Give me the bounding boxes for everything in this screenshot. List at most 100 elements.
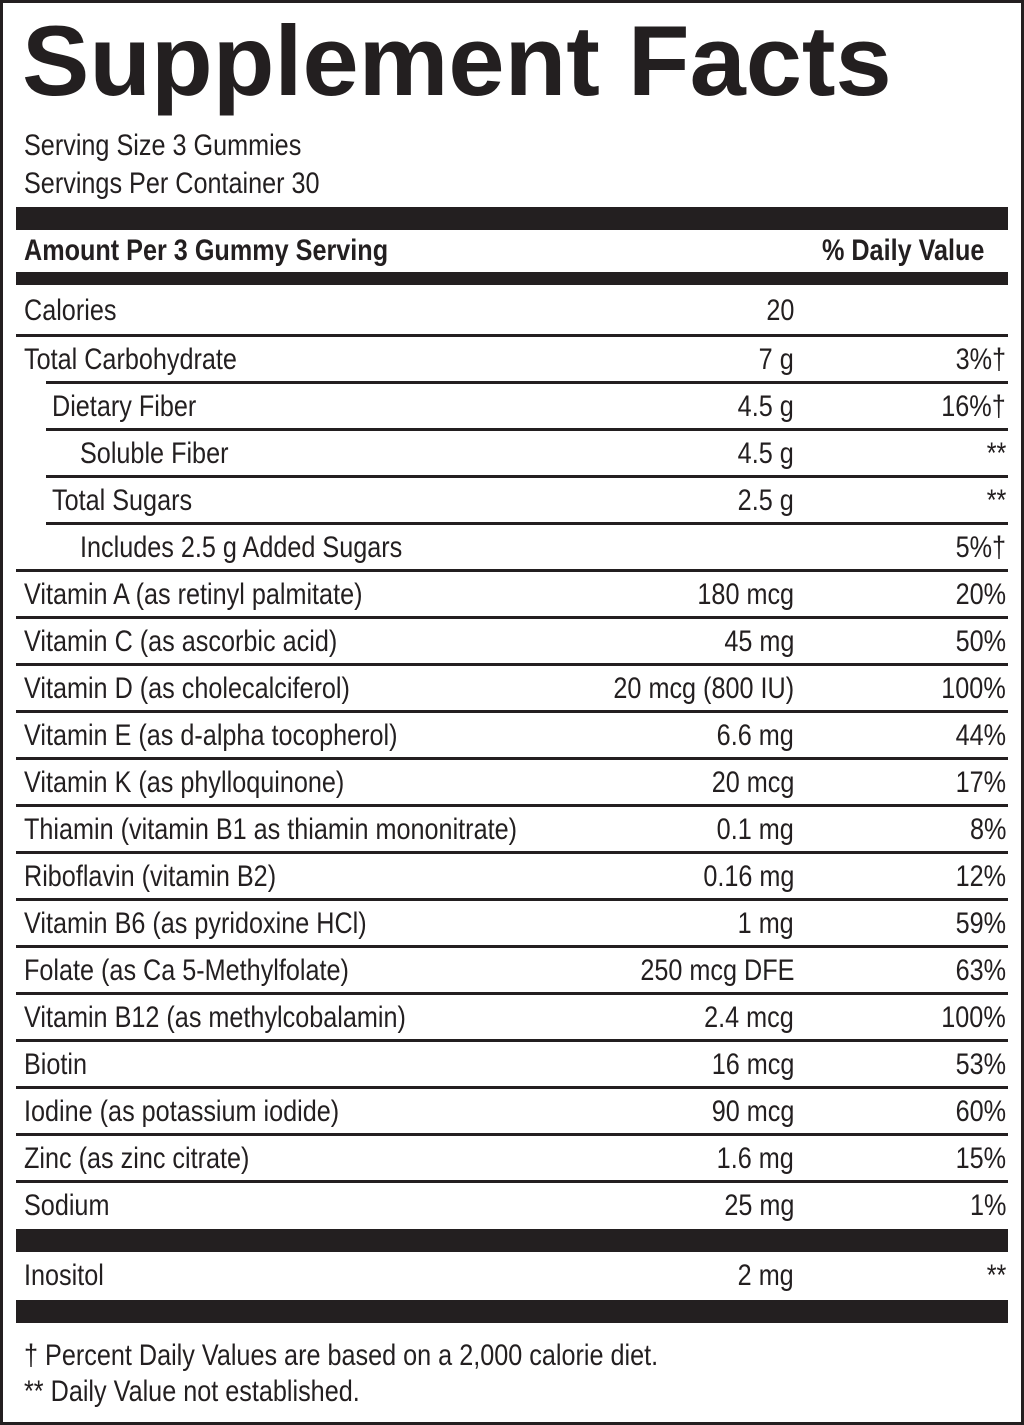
nutrient-daily-value-text: **: [986, 483, 1006, 517]
row-divider: [16, 804, 1008, 807]
nutrient-daily-value-text: 3%†: [955, 342, 1006, 376]
nutrient-daily-value-text: 15%: [955, 1141, 1006, 1175]
nutrient-daily-value-text: 12%: [955, 859, 1006, 893]
nutrient-daily-value-text: 100%: [941, 671, 1006, 705]
row-divider: [16, 1039, 1008, 1042]
footnote-not-established: ** Daily Value not established.: [24, 1374, 424, 1415]
row-divider: [46, 522, 1008, 525]
table-row: Dietary Fiber 4.5 g 16%†: [16, 383, 1008, 431]
nutrient-daily-value: 17%: [946, 759, 1006, 806]
nutrient-name-text: Riboflavin (vitamin B2): [24, 859, 277, 893]
nutrient-name-text: Iodine (as potassium iodide): [24, 1094, 340, 1128]
nutrient-name: Dietary Fiber: [52, 383, 224, 430]
nutrient-amount: 4.5 g: [727, 383, 794, 430]
nutrient-amount: 1 mg: [727, 900, 794, 947]
nutrient-daily-value-text: 1%: [969, 1188, 1006, 1222]
row-divider: [16, 945, 1008, 948]
nutrient-daily-value: 15%: [946, 1135, 1006, 1182]
nutrient-name: Riboflavin (vitamin B2): [24, 853, 324, 900]
nutrient-name: Vitamin E (as d-alpha tocopherol): [24, 712, 469, 759]
footnote-text: † Percent Daily Values are based on a 2,…: [24, 1339, 659, 1372]
nutrient-daily-value: **: [983, 430, 1006, 477]
nutrient-daily-value: 50%: [946, 618, 1006, 665]
nutrient-name-text: Vitamin B6 (as pyridoxine HCl): [24, 906, 367, 940]
nutrient-amount-text: 16 mcg: [711, 1047, 794, 1081]
nutrient-name-text: Total Carbohydrate: [24, 342, 237, 376]
row-divider: [16, 1086, 1008, 1089]
nutrient-name-text: Calories: [24, 293, 117, 327]
nutrient-name-text: Vitamin E (as d-alpha tocopherol): [24, 718, 398, 752]
nutrient-name: Calories: [24, 285, 134, 336]
nutrient-daily-value: 53%: [946, 1041, 1006, 1088]
nutrient-daily-value: **: [983, 1252, 1006, 1299]
table-row: Thiamin (vitamin B1 as thiamin mononitra…: [16, 806, 1008, 854]
table-row: Calories 20: [16, 285, 1008, 337]
table-row: Vitamin B6 (as pyridoxine HCl) 1 mg 59%: [16, 900, 1008, 948]
nutrient-daily-value-text: 20%: [955, 577, 1006, 611]
nutrient-daily-value: **: [983, 477, 1006, 524]
row-divider: [16, 569, 1008, 572]
table-row: Soluble Fiber 4.5 g **: [16, 430, 1008, 478]
nutrient-amount-text: 7 g: [758, 342, 794, 376]
table-row: Sodium 25 mg 1%: [16, 1182, 1008, 1229]
nutrient-amount-text: 20 mcg: [711, 765, 794, 799]
table-row: Folate (as Ca 5-Methylfolate) 250 mcg DFE…: [16, 947, 1008, 995]
table-row: Biotin 16 mcg 53%: [16, 1041, 1008, 1089]
row-divider: [16, 334, 1008, 337]
nutrient-name: Biotin: [24, 1041, 99, 1088]
serving-size: Serving Size 3 Gummies: [24, 128, 354, 169]
nutrient-name: Vitamin D (as cholecalciferol): [24, 665, 412, 712]
nutrient-name-text: Vitamin A (as retinyl palmitate): [24, 577, 363, 611]
nutrient-name: Total Sugars: [52, 477, 219, 524]
nutrient-name: Vitamin C (as ascorbic acid): [24, 618, 397, 665]
row-divider: [16, 992, 1008, 995]
row-divider: [16, 1180, 1008, 1183]
daily-value-header-text: % Daily Value: [821, 234, 984, 267]
table-row: Riboflavin (vitamin B2) 0.16 mg 12%: [16, 853, 1008, 901]
nutrient-name-text: Zinc (as zinc citrate): [24, 1141, 250, 1175]
nutrient-amount: 0.16 mg: [686, 853, 794, 900]
nutrient-daily-value: 12%: [946, 853, 1006, 900]
table-row: Vitamin D (as cholecalciferol) 20 mcg (80…: [16, 665, 1008, 713]
servings-per-container-text: Servings Per Container 30: [24, 167, 320, 200]
row-divider: [16, 663, 1008, 666]
nutrient-daily-value: 20%: [946, 571, 1006, 618]
footnote-text: ** Daily Value not established.: [24, 1375, 360, 1408]
nutrient-amount-text: 4.5 g: [737, 436, 794, 470]
nutrient-name-text: Vitamin D (as cholecalciferol): [24, 671, 350, 705]
nutrient-name: Zinc (as zinc citrate): [24, 1135, 292, 1182]
nutrient-name-text: Vitamin C (as ascorbic acid): [24, 624, 338, 658]
nutrient-daily-value-text: 44%: [955, 718, 1006, 752]
nutrient-amount: 20: [761, 285, 794, 336]
nutrient-name-text: Soluble Fiber: [80, 436, 229, 470]
nutrient-amount-text: 45 mg: [723, 624, 794, 658]
nutrient-amount-text: 250 mcg DFE: [639, 953, 794, 987]
nutrient-amount-text: 20: [765, 293, 794, 327]
nutrient-amount: 16 mcg: [696, 1041, 794, 1088]
nutrient-amount-text: 20 mcg (800 IU): [613, 671, 794, 705]
nutrient-daily-value: 60%: [946, 1088, 1006, 1135]
nutrient-amount-text: 2.4 mcg: [704, 1000, 794, 1034]
nutrient-daily-value-text: 50%: [955, 624, 1006, 658]
row-divider: [16, 1133, 1008, 1136]
row-divider: [16, 616, 1008, 619]
nutrient-amount-text: 1 mg: [737, 906, 794, 940]
nutrient-name: Vitamin K (as phylloquinone): [24, 759, 405, 806]
nutrient-daily-value: 59%: [946, 900, 1006, 947]
nutrient-name: Vitamin B12 (as methylcobalamin): [24, 994, 479, 1041]
nutrient-amount: 20 mcg: [696, 759, 794, 806]
nutrient-name-text: Folate (as Ca 5-Methylfolate): [24, 953, 349, 987]
nutrient-name: Vitamin B6 (as pyridoxine HCl): [24, 900, 432, 947]
table-row: Vitamin B12 (as methylcobalamin) 2.4 mcg 1…: [16, 994, 1008, 1042]
nutrient-amount-text: 90 mcg: [711, 1094, 794, 1128]
nutrient-daily-value-text: 8%: [969, 812, 1006, 846]
row-divider: [16, 757, 1008, 760]
table-row: Vitamin E (as d-alpha tocopherol) 6.6 mg 4…: [16, 712, 1008, 760]
nutrient-name: Folate (as Ca 5-Methylfolate): [24, 947, 411, 994]
nutrient-daily-value-text: **: [986, 1258, 1006, 1292]
nutrient-amount: 2.5 g: [727, 477, 794, 524]
label-title: Supplement Facts: [22, 5, 892, 116]
row-divider: [16, 710, 1008, 713]
nutrient-name: Total Carbohydrate: [24, 336, 277, 383]
